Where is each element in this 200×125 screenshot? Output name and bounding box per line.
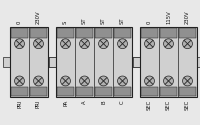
Bar [95, 87, 112, 96]
Circle shape [145, 76, 154, 86]
Bar [57, 28, 74, 38]
Circle shape [61, 76, 70, 86]
Bar [179, 87, 196, 96]
Circle shape [118, 39, 127, 49]
Text: C: C [120, 100, 125, 104]
Bar [11, 87, 28, 96]
Circle shape [34, 39, 43, 49]
Circle shape [61, 39, 70, 49]
Circle shape [164, 39, 173, 49]
Text: B: B [101, 100, 106, 104]
Bar [133, 57, 140, 67]
Bar [3, 57, 10, 67]
Text: 230V: 230V [185, 10, 190, 24]
Text: ST: ST [120, 17, 125, 24]
Bar [30, 87, 47, 96]
Text: PRI: PRI [17, 100, 22, 108]
Circle shape [80, 76, 89, 86]
Bar [114, 28, 131, 38]
Bar [49, 57, 56, 67]
Circle shape [99, 39, 108, 49]
Text: ST: ST [82, 17, 87, 24]
Text: 0: 0 [147, 21, 152, 24]
Text: S: S [63, 21, 68, 24]
Circle shape [34, 76, 43, 86]
Bar [160, 28, 177, 38]
Bar [10, 27, 48, 97]
Circle shape [183, 76, 192, 86]
Text: 0: 0 [17, 21, 22, 24]
Text: 115V: 115V [166, 10, 171, 24]
Text: A: A [82, 100, 87, 104]
Circle shape [118, 76, 127, 86]
Bar [76, 87, 93, 96]
Bar [179, 28, 196, 38]
Text: 230V: 230V [36, 10, 41, 24]
Circle shape [80, 39, 89, 49]
Bar [114, 87, 131, 96]
Circle shape [183, 39, 192, 49]
Bar [95, 28, 112, 38]
Bar [141, 87, 158, 96]
Text: PRI: PRI [36, 100, 41, 108]
Circle shape [99, 76, 108, 86]
Text: ST: ST [101, 17, 106, 24]
Bar [48, 57, 55, 67]
Bar [30, 28, 47, 38]
Circle shape [164, 76, 173, 86]
Bar [11, 28, 28, 38]
Circle shape [145, 39, 154, 49]
Bar [140, 27, 197, 97]
Bar [141, 28, 158, 38]
Circle shape [15, 76, 24, 86]
Text: SEC: SEC [185, 100, 190, 110]
Bar [76, 28, 93, 38]
Text: SEC: SEC [147, 100, 152, 110]
Bar [197, 57, 200, 67]
Bar [57, 87, 74, 96]
Text: PA: PA [63, 100, 68, 106]
Bar [160, 87, 177, 96]
Bar [132, 57, 139, 67]
Bar [56, 27, 132, 97]
Circle shape [15, 39, 24, 49]
Text: SEC: SEC [166, 100, 171, 110]
